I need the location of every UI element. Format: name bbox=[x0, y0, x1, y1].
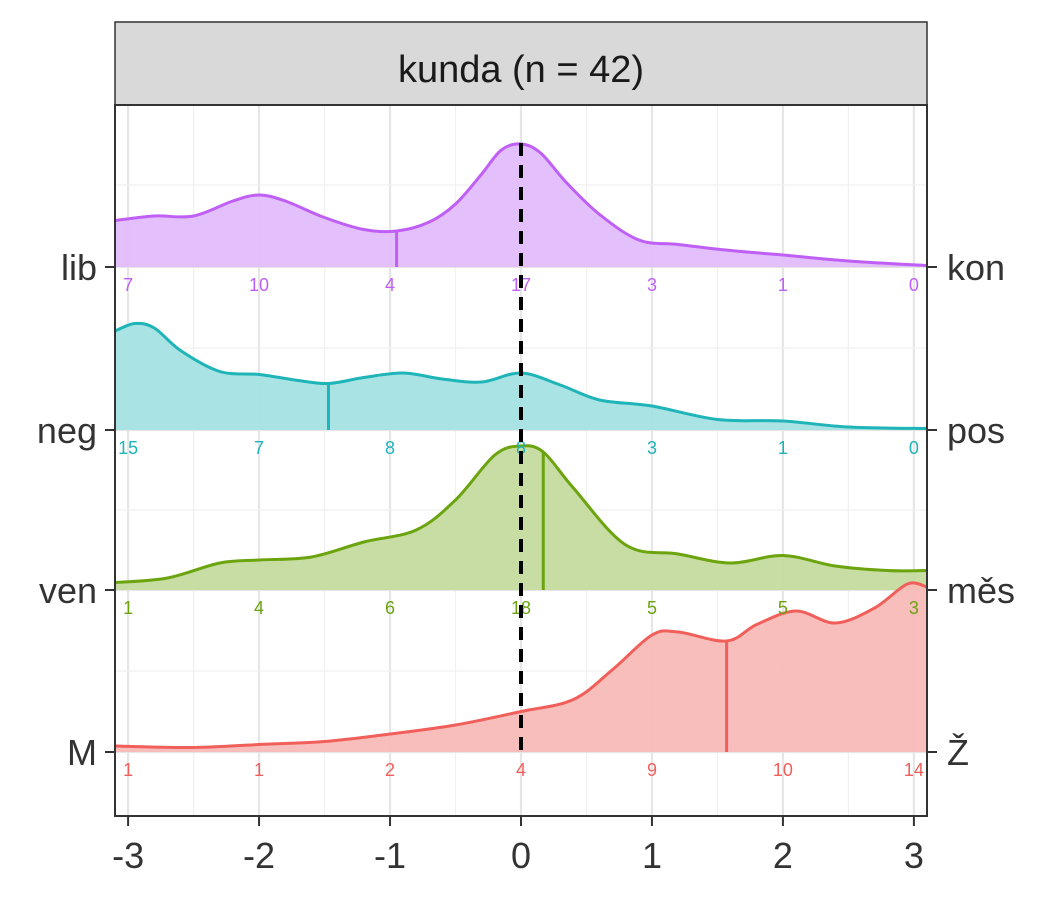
y-tick-label-left: lib bbox=[61, 247, 97, 288]
strip-header bbox=[114, 21, 928, 106]
count-label: 5 bbox=[778, 598, 788, 618]
axes: -3 -2 -1 0 1 2 3 lib kon neg pos ven měs M Ž bbox=[37, 247, 1015, 876]
count-label: 10 bbox=[249, 275, 269, 295]
ridge-line-lib bbox=[114, 142, 928, 267]
y-tick-label-right: kon bbox=[947, 247, 1005, 288]
x-tick-label: -1 bbox=[374, 835, 406, 876]
chart-title: kunda (n = 42) bbox=[398, 49, 644, 91]
count-label: 1 bbox=[123, 760, 133, 780]
count-label: 0 bbox=[909, 275, 919, 295]
y-tick-label-left: M bbox=[67, 732, 97, 773]
ridge-lib bbox=[114, 142, 928, 267]
ridge-neg bbox=[114, 321, 928, 430]
ridge-line-neg bbox=[114, 321, 928, 430]
count-label: 15 bbox=[118, 438, 138, 458]
count-label: 10 bbox=[773, 760, 793, 780]
count-label: 5 bbox=[647, 598, 657, 618]
count-label: 0 bbox=[909, 438, 919, 458]
count-label: 4 bbox=[516, 760, 526, 780]
count-label: 8 bbox=[385, 438, 395, 458]
count-label: 1 bbox=[123, 598, 133, 618]
count-label: 1 bbox=[778, 438, 788, 458]
ridge-line-ven bbox=[114, 444, 928, 584]
x-tick-label: 1 bbox=[642, 835, 662, 876]
count-label: 4 bbox=[254, 598, 264, 618]
count-label: 7 bbox=[123, 275, 133, 295]
y-tick-label-left: ven bbox=[39, 570, 97, 611]
count-label: 3 bbox=[647, 438, 657, 458]
count-label: 3 bbox=[647, 275, 657, 295]
x-tick-label: -2 bbox=[243, 835, 275, 876]
count-label: 6 bbox=[385, 598, 395, 618]
x-tick-label: 2 bbox=[773, 835, 793, 876]
ridge-M bbox=[114, 581, 928, 752]
count-label: 4 bbox=[385, 275, 395, 295]
count-label: 1 bbox=[254, 760, 264, 780]
count-label: 7 bbox=[254, 438, 264, 458]
x-tick-label: -3 bbox=[112, 835, 144, 876]
ridge-area-lib bbox=[115, 143, 927, 267]
y-tick-label-right: pos bbox=[947, 410, 1005, 451]
count-label: 14 bbox=[904, 760, 924, 780]
count-label: 8 bbox=[516, 438, 526, 458]
x-tick-label: 3 bbox=[904, 835, 924, 876]
count-label: 1 bbox=[778, 275, 788, 295]
x-tick-label: 0 bbox=[511, 835, 531, 876]
y-tick-label-right: Ž bbox=[947, 732, 969, 773]
count-label: 2 bbox=[385, 760, 395, 780]
count-label: 9 bbox=[647, 760, 657, 780]
ridge-area-neg bbox=[115, 323, 927, 430]
ridge-area-M bbox=[115, 582, 927, 752]
ridge-line-M bbox=[114, 581, 928, 750]
y-tick-label-left: neg bbox=[37, 410, 97, 451]
y-tick-label-right: měs bbox=[947, 570, 1015, 611]
count-label: 3 bbox=[909, 598, 919, 618]
